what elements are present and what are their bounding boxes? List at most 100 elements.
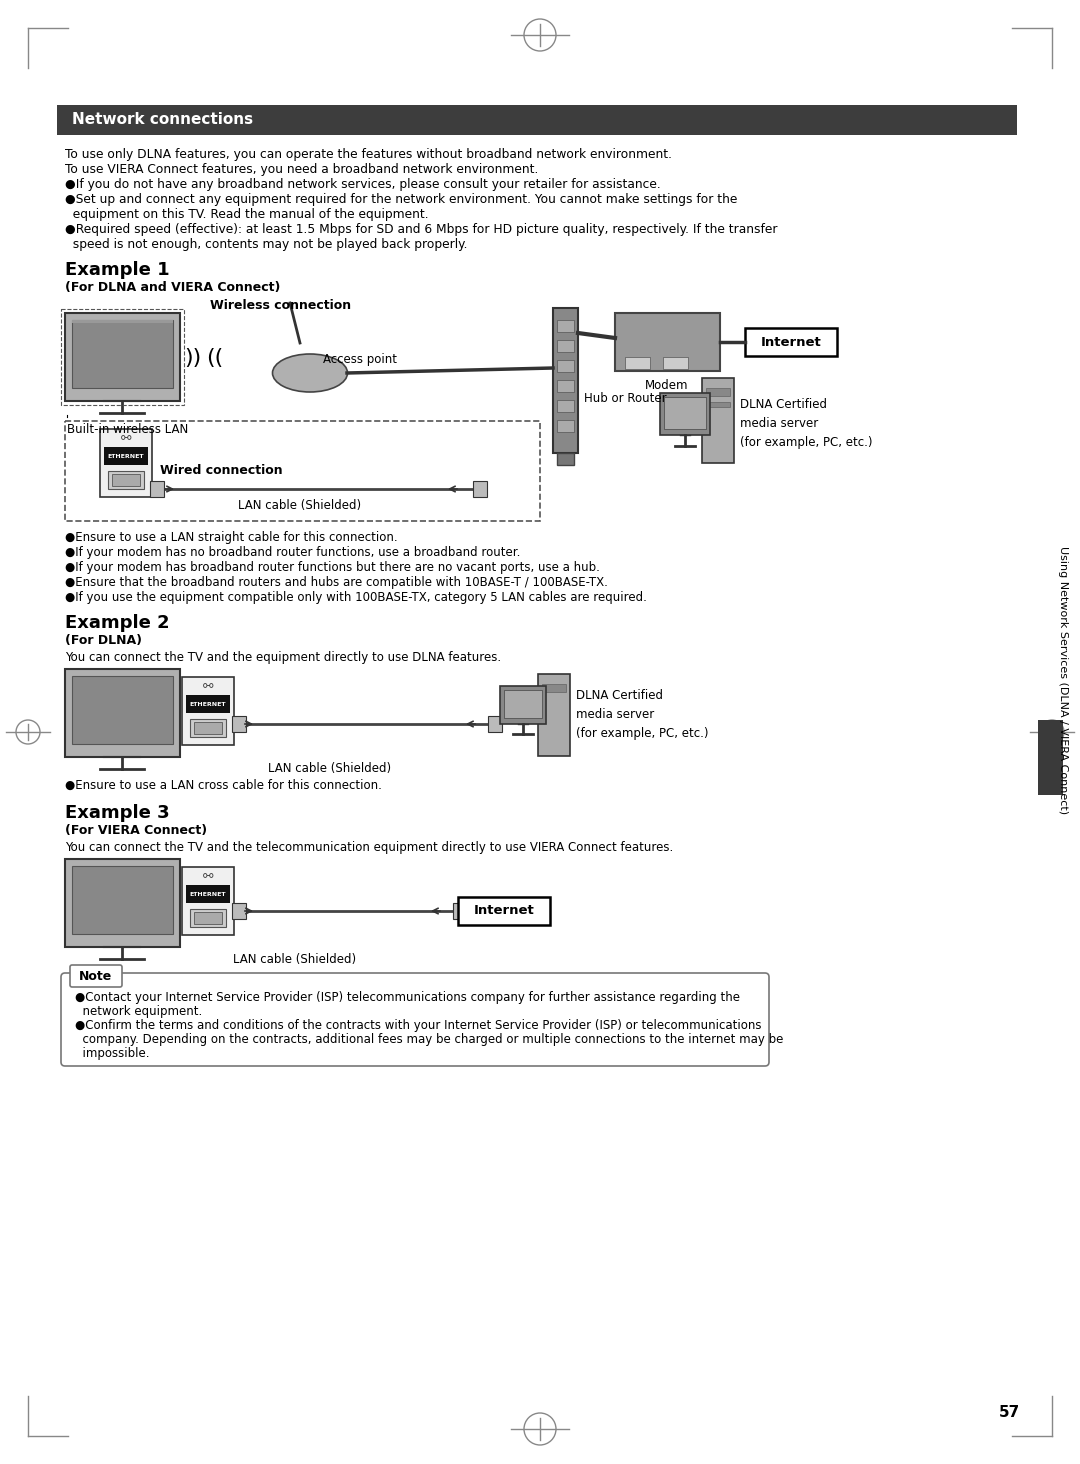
Text: Hub or Router: Hub or Router — [584, 391, 666, 404]
FancyBboxPatch shape — [664, 397, 706, 429]
FancyBboxPatch shape — [473, 482, 487, 496]
Circle shape — [704, 337, 716, 348]
FancyBboxPatch shape — [186, 886, 230, 903]
FancyBboxPatch shape — [500, 687, 546, 725]
Text: network equipment.: network equipment. — [75, 1004, 202, 1017]
FancyBboxPatch shape — [194, 722, 222, 733]
Text: ●Ensure to use a LAN cross cable for this connection.: ●Ensure to use a LAN cross cable for thi… — [65, 779, 382, 792]
Text: Built-in wireless LAN: Built-in wireless LAN — [67, 423, 188, 436]
Text: ●Confirm the terms and conditions of the contracts with your Internet Service Pr: ●Confirm the terms and conditions of the… — [75, 1019, 761, 1032]
Text: )): )) — [184, 348, 201, 367]
FancyBboxPatch shape — [232, 716, 246, 732]
Text: Example 2: Example 2 — [65, 613, 170, 632]
FancyBboxPatch shape — [706, 403, 730, 407]
FancyBboxPatch shape — [557, 452, 573, 466]
Text: ETHERNET: ETHERNET — [190, 701, 226, 707]
Text: Example 3: Example 3 — [65, 804, 170, 821]
Text: Using Network Services (DLNA / VIERA Connect): Using Network Services (DLNA / VIERA Con… — [1058, 546, 1068, 814]
FancyBboxPatch shape — [557, 340, 573, 351]
Text: impossible.: impossible. — [75, 1047, 149, 1060]
Text: ETHERNET: ETHERNET — [190, 892, 226, 896]
FancyBboxPatch shape — [72, 676, 173, 744]
Text: You can connect the TV and the telecommunication equipment directly to use VIERA: You can connect the TV and the telecommu… — [65, 840, 673, 854]
Text: ((: (( — [206, 348, 224, 367]
Text: ●Ensure that the broadband routers and hubs are compatible with 10BASE-T / 100BA: ●Ensure that the broadband routers and h… — [65, 575, 608, 589]
FancyBboxPatch shape — [65, 313, 180, 401]
FancyBboxPatch shape — [70, 965, 122, 987]
FancyBboxPatch shape — [72, 321, 173, 324]
FancyBboxPatch shape — [190, 719, 226, 736]
FancyBboxPatch shape — [65, 669, 180, 757]
Text: ●If you use the equipment compatible only with 100BASE-TX, category 5 LAN cables: ●If you use the equipment compatible onl… — [65, 591, 647, 605]
FancyBboxPatch shape — [488, 716, 502, 732]
Text: Network connections: Network connections — [72, 113, 253, 127]
FancyBboxPatch shape — [557, 381, 573, 392]
FancyBboxPatch shape — [557, 420, 573, 432]
Text: LAN cable (Shielded): LAN cable (Shielded) — [269, 761, 392, 774]
Text: ●If you do not have any broadband network services, please consult your retailer: ●If you do not have any broadband networ… — [65, 179, 661, 190]
Text: DLNA Certified
media server
(for example, PC, etc.): DLNA Certified media server (for example… — [576, 690, 708, 739]
FancyBboxPatch shape — [660, 392, 710, 435]
Text: ⚯: ⚯ — [203, 871, 213, 883]
Text: Access point: Access point — [323, 353, 397, 366]
FancyBboxPatch shape — [702, 378, 734, 463]
Text: (For VIERA Connect): (For VIERA Connect) — [65, 824, 207, 837]
FancyBboxPatch shape — [615, 313, 720, 370]
Text: ⚯: ⚯ — [203, 681, 213, 694]
Text: Example 1: Example 1 — [65, 261, 170, 280]
FancyBboxPatch shape — [72, 321, 173, 388]
FancyBboxPatch shape — [183, 676, 234, 745]
Text: To use only DLNA features, you can operate the features without broadband networ: To use only DLNA features, you can opera… — [65, 148, 672, 161]
Text: ●If your modem has broadband router functions but there are no vacant ports, use: ●If your modem has broadband router func… — [65, 561, 599, 574]
FancyBboxPatch shape — [557, 360, 573, 372]
Text: DLNA Certified
media server
(for example, PC, etc.): DLNA Certified media server (for example… — [740, 398, 873, 449]
FancyBboxPatch shape — [706, 388, 730, 395]
FancyBboxPatch shape — [65, 859, 180, 947]
FancyBboxPatch shape — [186, 695, 230, 713]
Text: 57: 57 — [999, 1405, 1020, 1420]
FancyBboxPatch shape — [190, 909, 226, 927]
Text: ●Required speed (effective): at least 1.5 Mbps for SD and 6 Mbps for HD picture : ●Required speed (effective): at least 1.… — [65, 223, 778, 236]
FancyBboxPatch shape — [557, 321, 573, 332]
Text: ●If your modem has no broadband router functions, use a broadband router.: ●If your modem has no broadband router f… — [65, 546, 521, 559]
FancyBboxPatch shape — [108, 471, 144, 489]
FancyBboxPatch shape — [183, 867, 234, 935]
FancyBboxPatch shape — [625, 357, 650, 369]
Text: LAN cable (Shielded): LAN cable (Shielded) — [239, 499, 362, 512]
Text: equipment on this TV. Read the manual of the equipment.: equipment on this TV. Read the manual of… — [65, 208, 429, 221]
FancyBboxPatch shape — [542, 684, 566, 692]
Text: ●Contact your Internet Service Provider (ISP) telecommunications company for fur: ●Contact your Internet Service Provider … — [75, 991, 740, 1004]
FancyBboxPatch shape — [553, 307, 578, 452]
Text: Wireless connection: Wireless connection — [210, 299, 351, 312]
Text: Wired connection: Wired connection — [160, 464, 283, 477]
Text: To use VIERA Connect features, you need a broadband network environment.: To use VIERA Connect features, you need … — [65, 163, 538, 176]
Text: ●Ensure to use a LAN straight cable for this connection.: ●Ensure to use a LAN straight cable for … — [65, 531, 397, 545]
FancyBboxPatch shape — [557, 400, 573, 411]
FancyBboxPatch shape — [232, 903, 246, 919]
FancyBboxPatch shape — [538, 673, 570, 755]
FancyBboxPatch shape — [104, 447, 148, 466]
Text: You can connect the TV and the equipment directly to use DLNA features.: You can connect the TV and the equipment… — [65, 651, 501, 665]
Text: ⚯: ⚯ — [121, 432, 132, 445]
FancyBboxPatch shape — [112, 474, 140, 486]
FancyBboxPatch shape — [100, 429, 152, 496]
FancyBboxPatch shape — [1038, 720, 1063, 795]
Text: (For DLNA): (For DLNA) — [65, 634, 141, 647]
FancyBboxPatch shape — [504, 690, 542, 717]
Text: Internet: Internet — [474, 905, 535, 918]
FancyBboxPatch shape — [60, 974, 769, 1066]
FancyBboxPatch shape — [57, 105, 1017, 135]
Text: Modem: Modem — [645, 379, 689, 392]
Text: ●Set up and connect any equipment required for the network environment. You cann: ●Set up and connect any equipment requir… — [65, 193, 738, 206]
Text: Internet: Internet — [760, 335, 822, 348]
Text: Note: Note — [79, 969, 112, 982]
FancyBboxPatch shape — [194, 912, 222, 924]
FancyBboxPatch shape — [458, 897, 550, 925]
Text: company. Depending on the contracts, additional fees may be charged or multiple : company. Depending on the contracts, add… — [75, 1034, 783, 1045]
Ellipse shape — [272, 354, 348, 392]
Text: speed is not enough, contents may not be played back properly.: speed is not enough, contents may not be… — [65, 239, 468, 250]
FancyBboxPatch shape — [663, 357, 688, 369]
FancyBboxPatch shape — [453, 903, 467, 919]
FancyBboxPatch shape — [72, 867, 173, 934]
Text: (For DLNA and VIERA Connect): (For DLNA and VIERA Connect) — [65, 281, 281, 294]
